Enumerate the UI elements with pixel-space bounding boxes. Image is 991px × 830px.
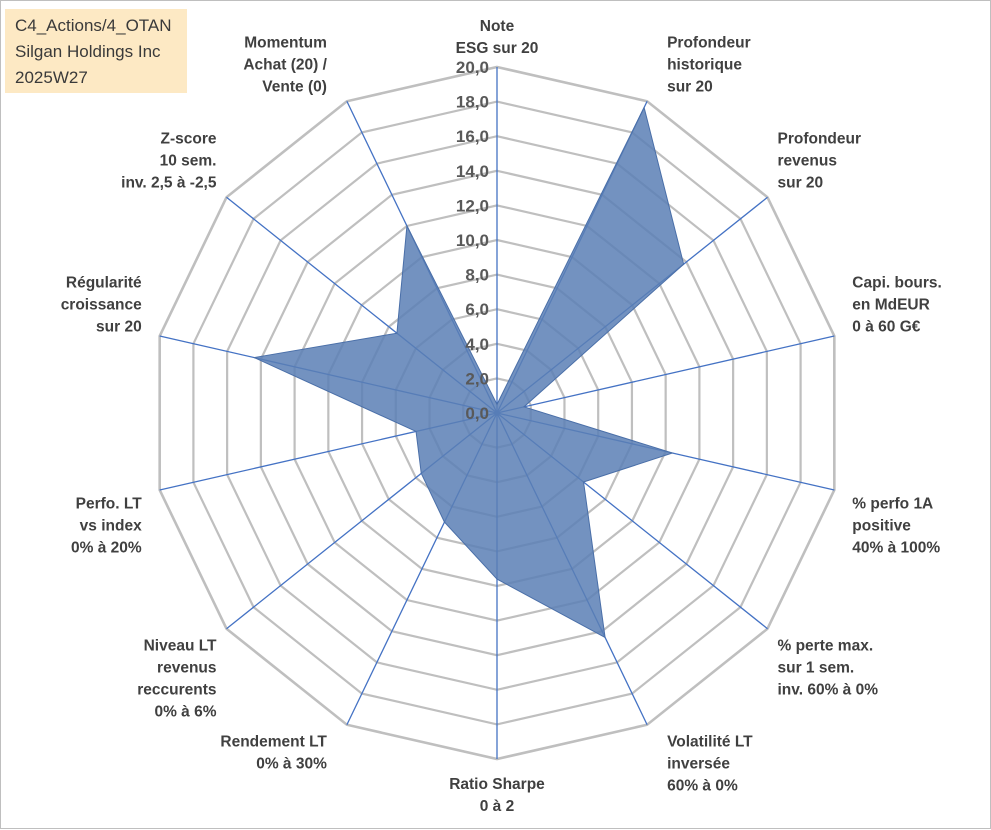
- tick-label: 4,0: [465, 335, 489, 354]
- title-line-2: Silgan Holdings Inc: [15, 42, 161, 61]
- tick-label: 10,0: [456, 231, 489, 250]
- label-layer: Note ESG sur 20 Profondeur historique sur 20…: [61, 18, 942, 815]
- tick-label: 16,0: [456, 127, 489, 146]
- axis-label: Perfo. LT vs index 0% à 20%: [71, 495, 142, 556]
- tick-label: 18,0: [456, 93, 489, 112]
- axis-label: Profondeur revenus sur 20: [778, 130, 862, 191]
- axis-label: Niveau LT revenus reccurents 0% à 6%: [137, 638, 217, 721]
- title-line-3: 2025W27: [15, 68, 88, 87]
- chart-title-box: C4_Actions/4_OTAN Silgan Holdings Inc 20…: [5, 9, 187, 93]
- axis-spoke: [496, 335, 835, 414]
- tick-label: 6,0: [465, 300, 489, 319]
- tick-label: 20,0: [456, 58, 489, 77]
- tick-label: 12,0: [456, 196, 489, 215]
- tick-label: 14,0: [456, 162, 489, 181]
- axis-label: Volatilité LT inversée 60% à 0%: [667, 734, 753, 795]
- axis-label: Capi. bours. en MdEUR 0 à 60 G€: [852, 275, 942, 336]
- axis-label: Rendement LT 0% à 30%: [220, 734, 327, 773]
- axis-label: % perte max. sur 1 sem. inv. 60% à 0%: [778, 638, 879, 699]
- series-layer: [252, 106, 685, 639]
- tick-label: 0,0: [465, 404, 489, 423]
- tick-layer: 0,0 2,0 4,0 6,0 8,0 10,0 12,0 14,0 16,0 18,0 20,0: [456, 58, 489, 423]
- axis-label: Z-score 10 sem. inv. 2,5 à -2,5: [121, 130, 217, 191]
- axis-label: % perfo 1A positive 40% à 100%: [852, 495, 940, 556]
- axis-label: Régularité croissance sur 20: [61, 275, 142, 336]
- title-line-1: C4_Actions/4_OTAN: [15, 16, 172, 35]
- axis-label: Note ESG sur 20: [456, 18, 539, 57]
- axis-label: Momentum Achat (20) / Vente (0): [243, 34, 327, 95]
- series-area: [252, 106, 685, 639]
- axis-label: Profondeur historique sur 20: [667, 34, 751, 95]
- tick-label: 8,0: [465, 266, 489, 285]
- tick-label: 2,0: [465, 369, 489, 388]
- axis-label: Ratio Sharpe 0 à 2: [449, 776, 545, 815]
